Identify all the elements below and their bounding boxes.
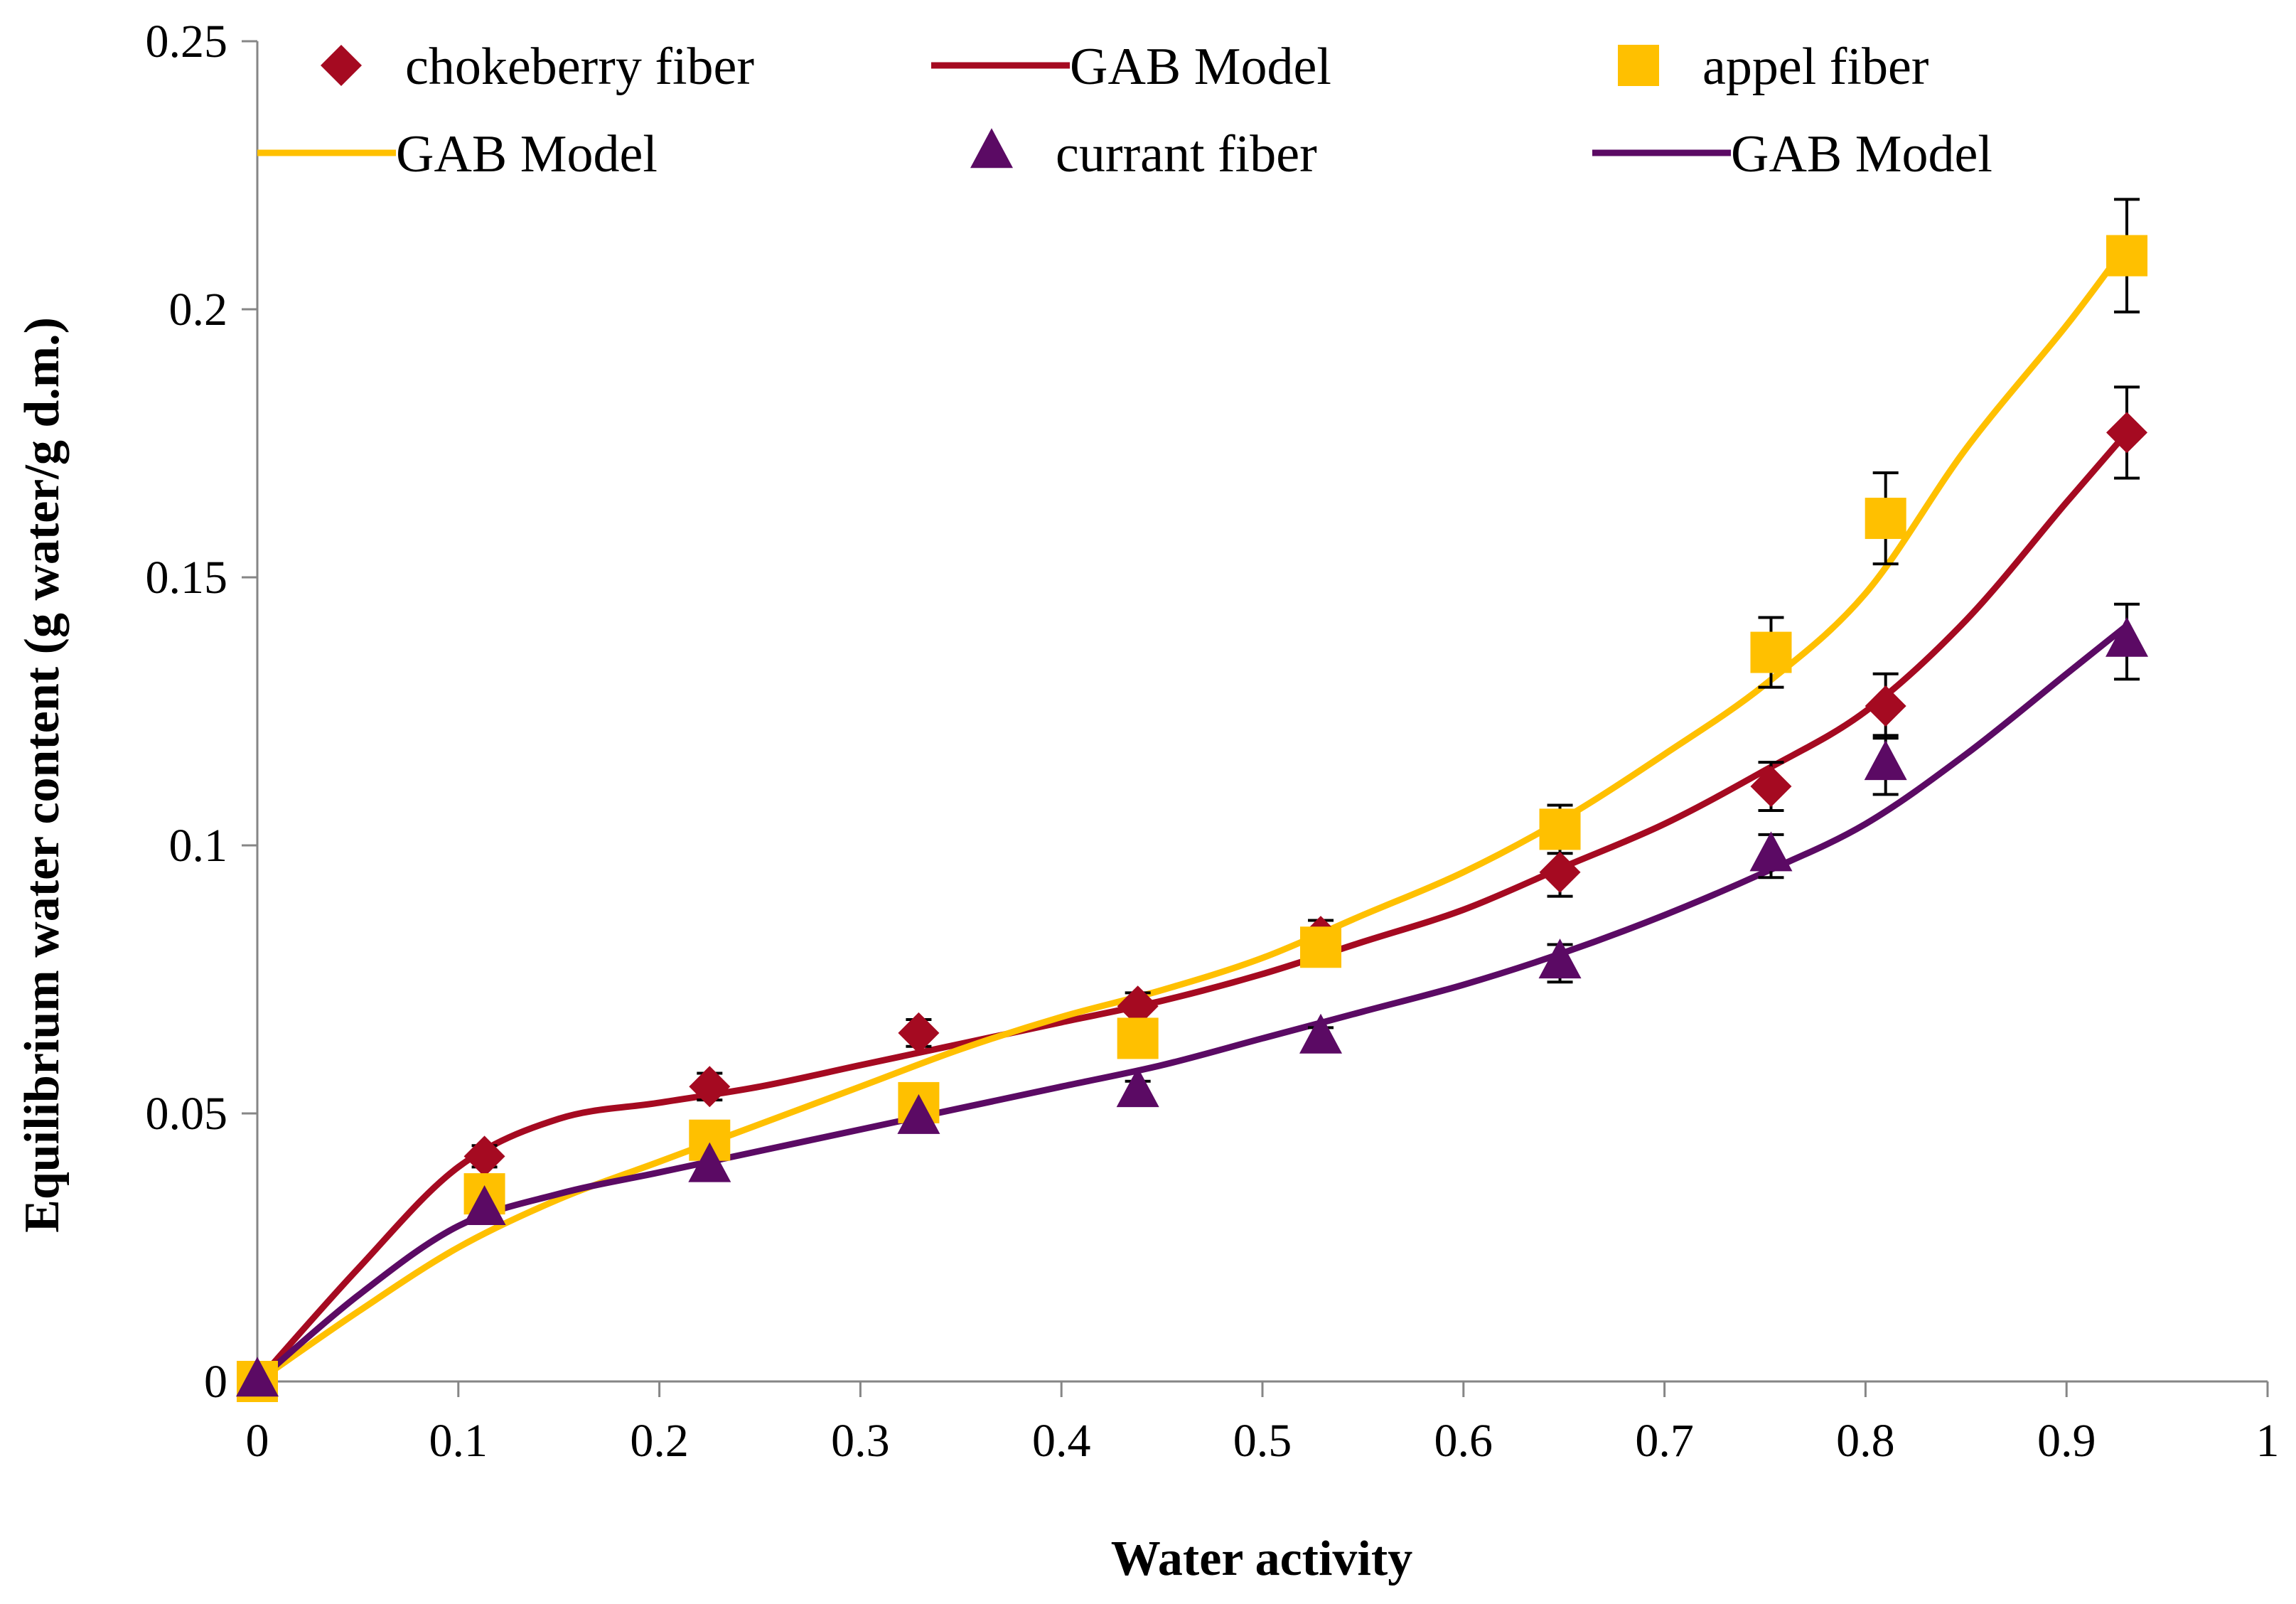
x-tick-label: 0.3 bbox=[831, 1415, 890, 1467]
legend-label: GAB Model bbox=[1731, 125, 1992, 183]
legend-swatch-diamond bbox=[321, 45, 362, 86]
y-tick-label: 0.05 bbox=[146, 1088, 228, 1140]
point-triangle-4 bbox=[236, 1357, 279, 1397]
y-tick-label: 0.25 bbox=[146, 16, 228, 68]
x-tick-label: 0.4 bbox=[1032, 1415, 1091, 1467]
legend-swatch-square bbox=[1618, 45, 1659, 86]
series-line-1 bbox=[254, 429, 2130, 1385]
legend-label: appel fiber bbox=[1702, 38, 1928, 96]
axes: 0 0.05 0.1 0.15 0.2 0.25 0 0.1 0.2 0.3 0.4 0.5 0.6 0.… bbox=[146, 16, 2280, 1467]
point-square-2 bbox=[2106, 235, 2148, 277]
point-triangle-4 bbox=[1299, 1013, 1343, 1054]
point-triangle-4 bbox=[2105, 616, 2149, 657]
point-diamond-0 bbox=[1117, 985, 1159, 1027]
point-diamond-0 bbox=[898, 1012, 940, 1054]
point-triangle-4 bbox=[1749, 831, 1793, 872]
series-line-3 bbox=[254, 242, 2130, 1385]
legend-label: GAB Model bbox=[1070, 38, 1331, 96]
point-diamond-0 bbox=[1865, 685, 1906, 727]
x-axis-title: Water activity bbox=[1111, 1531, 1412, 1586]
point-triangle-4 bbox=[688, 1142, 731, 1182]
y-tick-label: 0.15 bbox=[146, 552, 228, 604]
x-tick-label: 0 bbox=[246, 1415, 269, 1467]
x-tick-label: 0.6 bbox=[1434, 1415, 1493, 1467]
point-square-2 bbox=[1300, 926, 1342, 968]
point-square-2 bbox=[1750, 631, 1792, 673]
y-tick-label: 0 bbox=[204, 1356, 227, 1408]
legend-label: chokeberry fiber bbox=[405, 38, 754, 96]
point-triangle-4 bbox=[463, 1185, 506, 1225]
series-line-5 bbox=[254, 622, 2130, 1385]
legend-label: currant fiber bbox=[1056, 125, 1317, 183]
y-tick-label: 0.2 bbox=[169, 284, 228, 336]
x-tick-label: 1 bbox=[2256, 1415, 2280, 1467]
point-diamond-0 bbox=[1750, 766, 1792, 808]
x-tick-label: 0.8 bbox=[1836, 1415, 1895, 1467]
x-tick-label: 0.5 bbox=[1233, 1415, 1292, 1467]
y-tick-label: 0.1 bbox=[169, 820, 228, 872]
legend: chokeberry fiber GAB Model appel fiber GAB … bbox=[257, 38, 1992, 183]
legend-swatch-triangle bbox=[970, 128, 1013, 169]
point-diamond-0 bbox=[689, 1066, 731, 1108]
x-tick-label: 0.7 bbox=[1635, 1415, 1694, 1467]
point-diamond-0 bbox=[2106, 412, 2148, 454]
point-diamond-0 bbox=[1539, 851, 1581, 893]
point-triangle-4 bbox=[1864, 740, 1907, 781]
x-tick-label: 0.2 bbox=[630, 1415, 689, 1467]
y-axis-title: Equilibrium water content (g water/g d.m… bbox=[15, 317, 70, 1233]
point-triangle-4 bbox=[1116, 1067, 1159, 1108]
point-square-2 bbox=[1539, 808, 1581, 850]
point-triangle-4 bbox=[897, 1094, 940, 1134]
x-tick-label: 0.9 bbox=[2037, 1415, 2096, 1467]
point-square-2 bbox=[1117, 1017, 1159, 1059]
point-square-2 bbox=[1865, 498, 1906, 540]
point-diamond-0 bbox=[463, 1135, 505, 1177]
legend-label: GAB Model bbox=[396, 125, 658, 183]
x-tick-label: 0.1 bbox=[429, 1415, 488, 1467]
point-triangle-4 bbox=[1538, 939, 1582, 979]
model-lines bbox=[254, 242, 2130, 1385]
data-points bbox=[236, 235, 2149, 1402]
